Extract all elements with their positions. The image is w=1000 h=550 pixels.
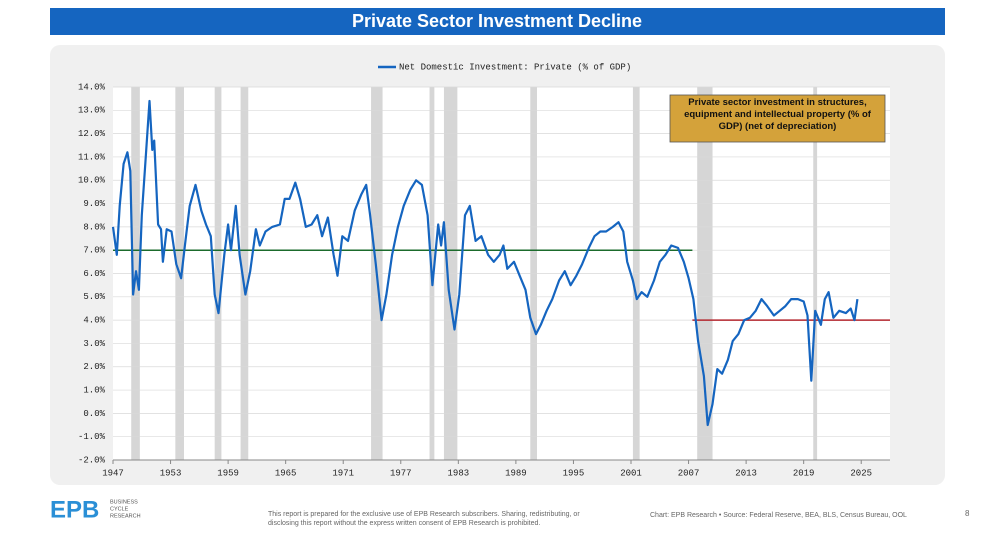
legend-label: Net Domestic Investment: Private (% of G…	[399, 62, 631, 72]
logo-line: CYCLE	[110, 506, 129, 512]
source: Chart: EPB Research • Source: Federal Re…	[650, 512, 907, 519]
annotation: Private sector investment in structures,…	[684, 97, 871, 132]
y-tick-label: 7.0%	[83, 246, 105, 256]
x-tick-label: 1947	[102, 468, 124, 478]
x-tick-label: 1971	[332, 468, 354, 478]
y-tick-label: -2.0%	[78, 455, 106, 465]
x-tick-label: 1953	[160, 468, 182, 478]
title-bar	[50, 8, 945, 35]
y-tick-label: 13.0%	[78, 106, 106, 116]
plot: -2.0% -1.0% 0.0% 1.0% 2.0% 3.0% 4.0% 5.0% 6.0% 7.…	[78, 82, 890, 478]
y-tick-label: 5.0%	[83, 292, 105, 302]
x-tick-label: 1995	[563, 468, 585, 478]
y-tick-label: 8.0%	[83, 222, 105, 232]
y-tick-label: 6.0%	[83, 269, 105, 279]
y-tick-label: 12.0%	[78, 129, 106, 139]
y-tick-label: 9.0%	[83, 199, 105, 209]
y-tick-label: 3.0%	[83, 339, 105, 349]
x-tick-label: 1977	[390, 468, 412, 478]
y-tick-label: 1.0%	[83, 385, 105, 395]
x-tick-label: 1989	[505, 468, 527, 478]
x-tick-label: 2025	[850, 468, 872, 478]
x-tick-label: 2001	[620, 468, 642, 478]
x-tick-label: 1959	[217, 468, 239, 478]
logo-line: BUSINESS	[110, 499, 138, 505]
series-line	[111, 99, 859, 427]
y-tick-label: 2.0%	[83, 362, 105, 372]
y-tick-label: 4.0%	[83, 316, 105, 326]
x-tick-label: 1983	[448, 468, 470, 478]
disclaimer: This report is prepared for the exclusiv…	[268, 511, 580, 518]
logo: EPB	[50, 496, 99, 523]
x-tick-label: 2007	[678, 468, 700, 478]
y-tick-label: 11.0%	[78, 152, 106, 162]
y-tick-label: 0.0%	[83, 409, 105, 419]
disclaimer: disclosing this report without the expre…	[268, 520, 540, 527]
x-tick-label: 1965	[275, 468, 297, 478]
title: Private Sector Investment Decline	[352, 11, 642, 31]
y-tick-label: -1.0%	[78, 432, 106, 442]
annotation-box	[669, 94, 886, 143]
y-tick-label: 10.0%	[78, 176, 106, 186]
x-tick-label: 2013	[735, 468, 757, 478]
logo-line: RESEARCH	[110, 513, 141, 519]
x-tick-label: 2019	[793, 468, 815, 478]
y-tick-label: 14.0%	[78, 82, 106, 92]
annotation-wrap: Private sector investment in structures,…	[684, 97, 871, 132]
page-number: 8	[965, 509, 970, 518]
